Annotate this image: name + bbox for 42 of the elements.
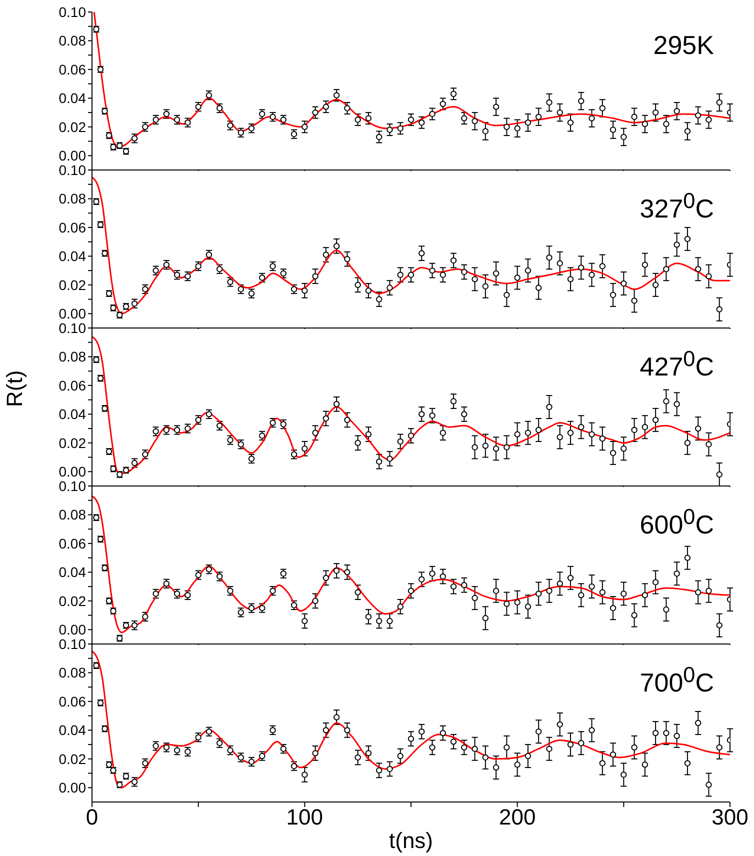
y-tick-label: 0.06 xyxy=(58,219,86,236)
y-tick-label: 0.08 xyxy=(58,190,86,207)
x-tick-label: 300 xyxy=(712,804,748,830)
y-tick-label: 0.02 xyxy=(58,592,86,609)
y-tick-label: 0.10 xyxy=(58,320,86,336)
y-tick-label: 0.06 xyxy=(58,377,86,394)
y-tick-label: 0.08 xyxy=(58,32,86,49)
line-series xyxy=(92,495,730,634)
annotation: 600$^{0}$C xyxy=(640,504,714,541)
annotation: 700$^{0}$C xyxy=(640,662,714,699)
x-tick-label: 100 xyxy=(286,804,324,830)
y-tick-label: 0.08 xyxy=(58,348,86,365)
annotation: 295K xyxy=(653,30,714,61)
y-tick-label: 0.06 xyxy=(58,535,86,552)
y-tick-label: 0.06 xyxy=(58,693,86,710)
y-tick-label: 0.02 xyxy=(58,276,86,293)
y-tick-label: 0.04 xyxy=(58,90,86,106)
y-tick-label: 0.04 xyxy=(58,248,86,264)
y-tick-label: 0.06 xyxy=(58,61,86,78)
y-tick-label: 0.00 xyxy=(58,622,86,638)
y-tick-label: 0.08 xyxy=(58,506,86,523)
x-axis-title: t(ns) xyxy=(389,828,433,853)
y-tick-label: 0.08 xyxy=(58,664,86,681)
annotation: 427$^{0}$C xyxy=(640,346,714,383)
y-tick-label: 0.10 xyxy=(58,4,86,20)
y-tick-label: 0.00 xyxy=(58,148,86,164)
y-tick-label: 0.04 xyxy=(58,722,86,738)
annotation: 327$^{0}$C xyxy=(640,188,714,225)
y-tick-label: 0.00 xyxy=(58,780,86,796)
x-tick-label: 0 xyxy=(86,804,98,830)
y-tick-label: 0.02 xyxy=(58,434,86,451)
y-tick-label: 0.10 xyxy=(58,162,86,178)
y-tick-label: 0.02 xyxy=(58,118,86,135)
y-tick-label: 0.00 xyxy=(58,306,86,322)
y-tick-label: 0.04 xyxy=(58,564,86,580)
x-tick-label: 200 xyxy=(498,804,536,830)
y-axis-title: R(t) xyxy=(2,370,27,407)
y-tick-label: 0.04 xyxy=(58,406,86,422)
y-tick-label: 0.02 xyxy=(58,750,86,767)
y-tick-label: 0.00 xyxy=(58,464,86,480)
y-tick-label: 0.10 xyxy=(58,478,86,494)
y-tick-label: 0.10 xyxy=(58,636,86,652)
